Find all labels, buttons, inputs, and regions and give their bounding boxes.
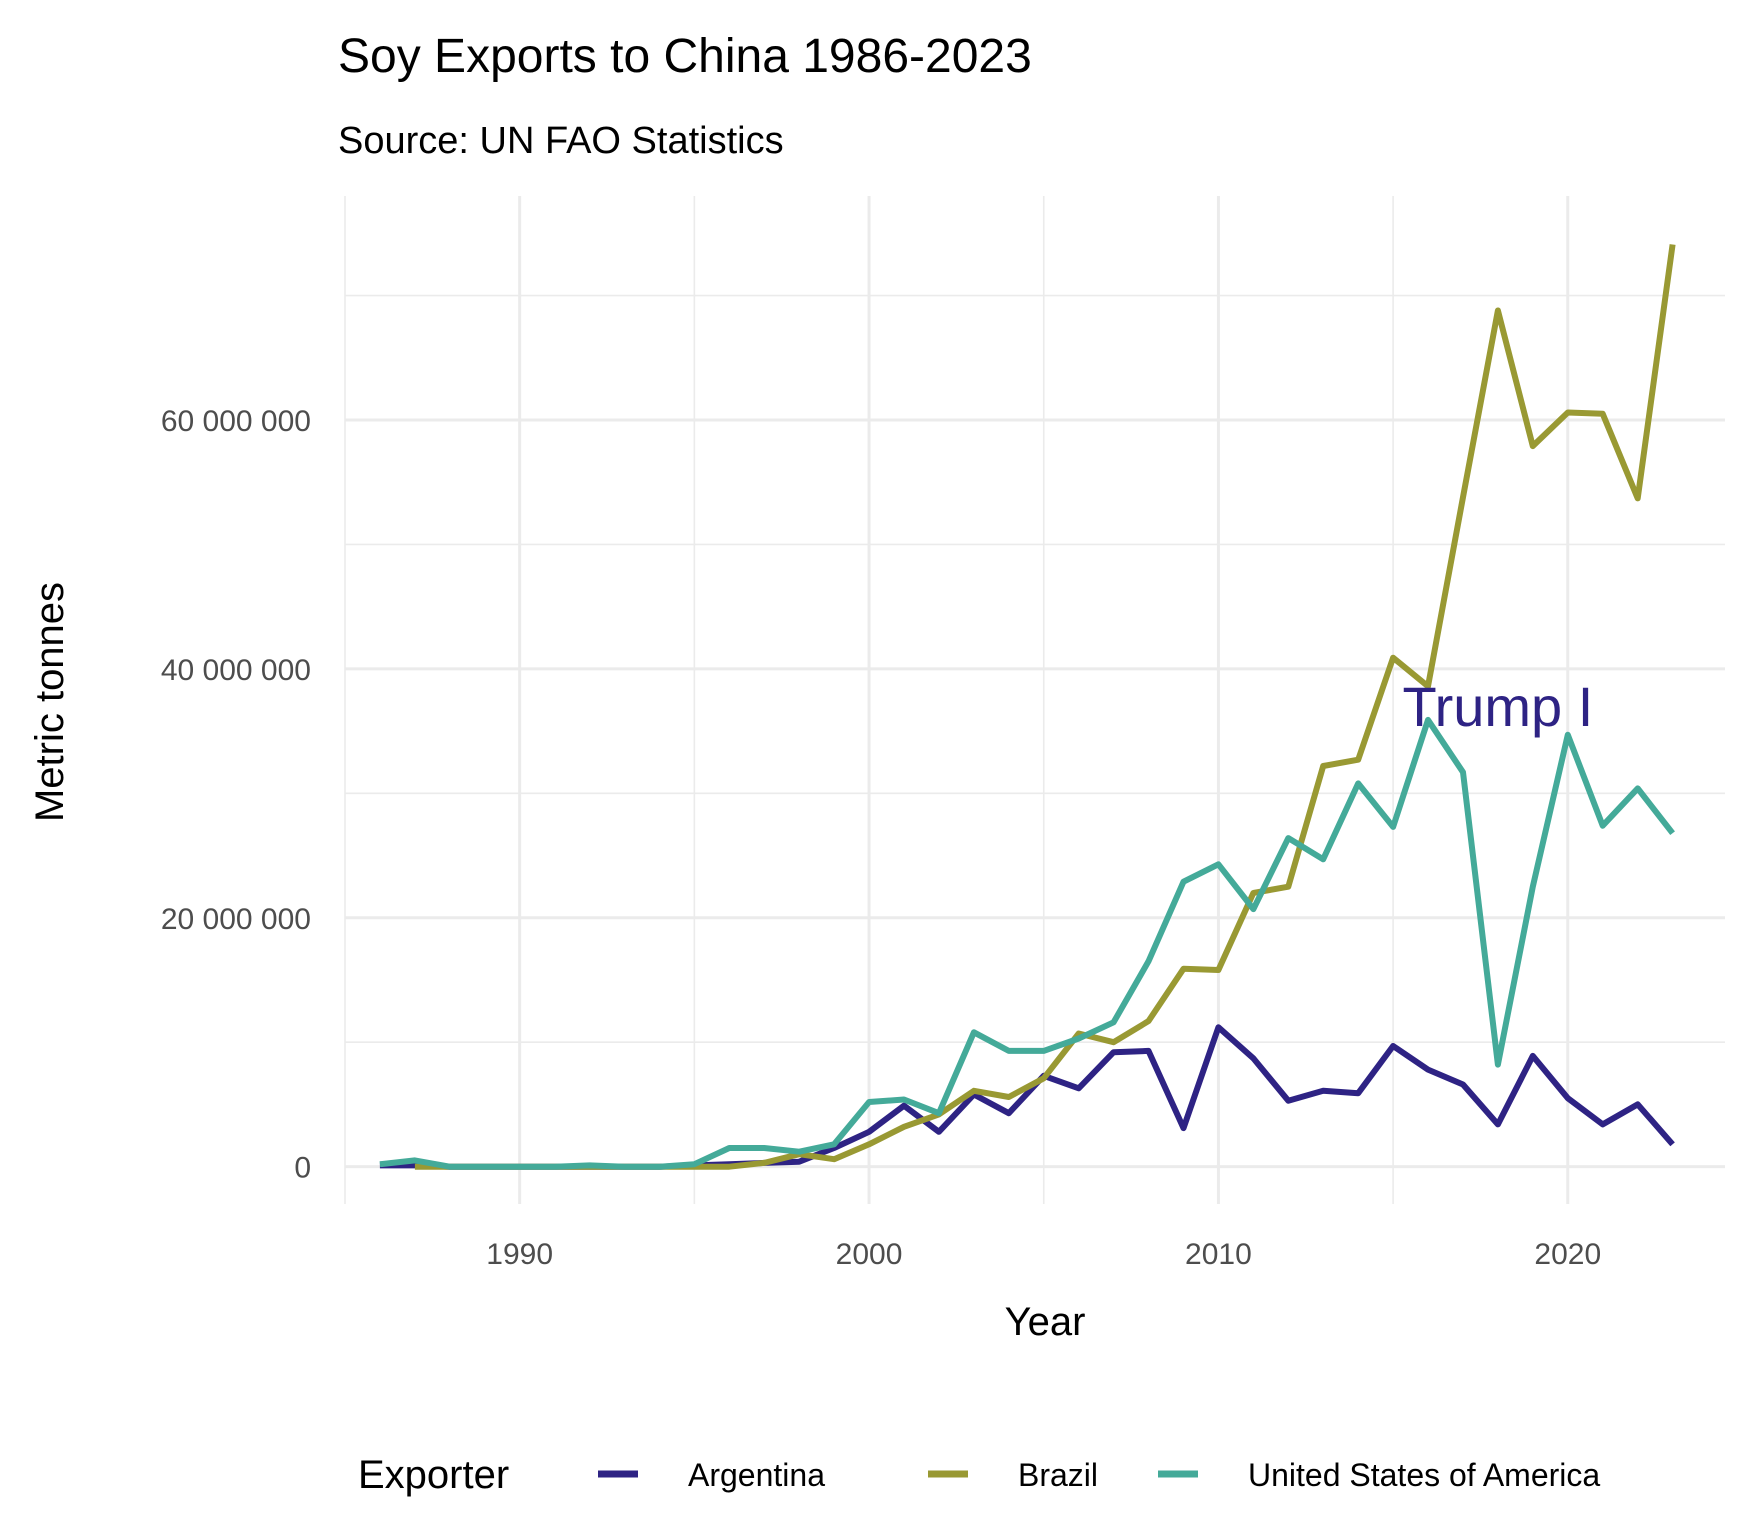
y-tick-label: 0 [294,1152,311,1185]
x-tick-label: 2000 [836,1238,903,1271]
legend-title: Exporter [358,1453,509,1497]
y-axis-title: Metric tonnes [28,582,72,822]
legend-label: Argentina [688,1457,825,1493]
y-tick-label: 60 000 000 [161,405,311,438]
grid [344,196,1725,1204]
series-layer [379,244,1676,1170]
legend: Exporter Argentina Brazil United States of… [358,1453,1600,1497]
series-line-united-states-of-america [379,716,1675,1170]
x-tick-label: 2010 [1185,1238,1252,1271]
chart-subtitle: Source: UN FAO Statistics [338,120,784,162]
annotation-layer: Trump I [1402,675,1593,738]
legend-label: Brazil [1018,1457,1098,1493]
x-tick-label: 1990 [486,1238,553,1271]
y-tick-label: 20 000 000 [161,903,311,936]
legend-label: United States of America [1248,1457,1600,1493]
x-tick-label: 2020 [1534,1238,1601,1271]
x-axis-ticks: 1990 2000 2010 2020 [486,1238,1601,1271]
chart-title: Soy Exports to China 1986-2023 [338,30,1032,83]
x-axis-title: Year [1005,1300,1086,1344]
y-tick-label: 40 000 000 [161,654,311,687]
annotation-label: Trump I [1402,675,1593,738]
y-axis-ticks: 0 20 000 000 40 000 000 60 000 000 [161,405,311,1185]
